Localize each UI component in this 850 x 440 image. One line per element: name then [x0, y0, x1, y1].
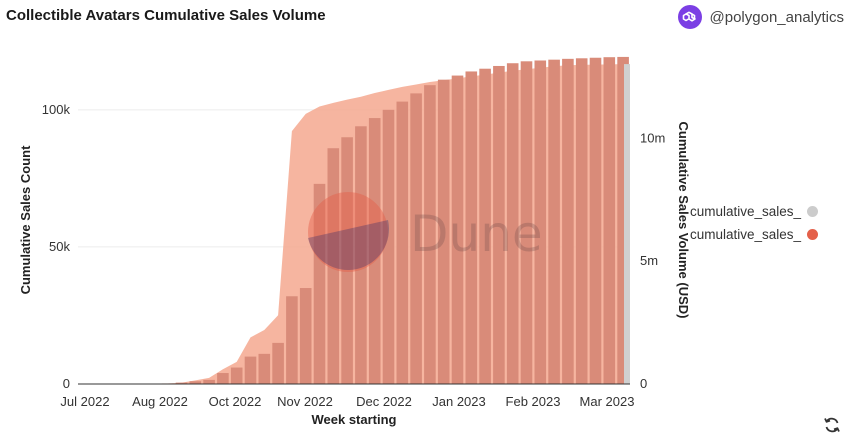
- volume-area: [78, 64, 630, 385]
- x-axis-title: Week starting: [311, 412, 396, 427]
- x-tick-label: Mar 2023: [580, 394, 635, 409]
- count-bar: [589, 57, 602, 384]
- y-left-tick-label: 100k: [42, 102, 71, 117]
- y-right-tick-label: 0: [640, 376, 647, 391]
- count-bar-series: [161, 56, 630, 385]
- y-left-tick-label: 50k: [49, 239, 70, 254]
- count-bar: [230, 367, 243, 384]
- count-bar: [493, 65, 505, 384]
- x-tick-label: Feb 2023: [506, 394, 561, 409]
- count-bar: [617, 56, 629, 385]
- legend-label-1: cumulative_sales_: [690, 204, 802, 219]
- y-axis-right-title: Cumulative Sales Volume (USD): [676, 122, 691, 319]
- count-bar: [396, 101, 409, 384]
- count-bar: [465, 71, 478, 384]
- x-tick-label: Jan 2023: [432, 394, 486, 409]
- axes: 0 50k 100k 0 5m 10m Jul 2022 Aug 2022 Oct 2022 No…: [42, 102, 666, 409]
- legend-marker-red: [807, 229, 819, 240]
- count-bar: [534, 60, 547, 384]
- count-bar: [424, 85, 436, 385]
- count-bar: [341, 137, 353, 384]
- count-bar: [272, 342, 284, 384]
- x-tick-label: Jul 2022: [60, 394, 109, 409]
- count-bar: [562, 58, 574, 385]
- count-bar: [175, 382, 188, 384]
- count-bar: [313, 183, 326, 384]
- count-bar: [520, 61, 533, 384]
- count-bar: [479, 68, 491, 384]
- count-bar: [327, 148, 340, 384]
- count-bar: [286, 296, 298, 384]
- y-right-tick-label: 5m: [640, 253, 658, 268]
- count-bar: [410, 93, 422, 384]
- count-bar: [355, 126, 367, 385]
- polygon-logo-icon: [677, 5, 702, 29]
- brand-handle[interactable]: @polygon_analytics: [709, 8, 844, 26]
- legend-item-2[interactable]: cumulative_sales_: [690, 223, 819, 246]
- count-bar: [244, 356, 257, 384]
- gray-series-edge: [624, 64, 630, 385]
- x-tick-label: Oct 2022: [209, 394, 262, 409]
- legend-marker-gray: [807, 206, 819, 217]
- count-bar: [506, 63, 519, 384]
- watermark-text: Dune: [410, 205, 543, 263]
- count-bar: [217, 373, 229, 384]
- legend: cumulative_sales_ cumulative_sales_: [690, 200, 819, 246]
- count-bar: [575, 58, 588, 384]
- count-bar: [189, 381, 202, 384]
- y-left-tick-label: 0: [63, 376, 70, 391]
- count-bar: [382, 109, 395, 384]
- count-bar: [299, 288, 312, 384]
- x-tick-label: Aug 2022: [132, 394, 188, 409]
- count-bar: [203, 379, 215, 384]
- x-tick-label: Nov 2022: [277, 394, 333, 409]
- legend-item-1[interactable]: cumulative_sales_: [690, 200, 819, 223]
- dune-watermark: Dune: [308, 192, 543, 272]
- count-bar: [603, 57, 616, 385]
- volume-area-series: [78, 64, 630, 385]
- brand[interactable]: @polygon_analytics: [677, 4, 844, 30]
- y-right-tick-label: 10m: [640, 130, 665, 145]
- count-bar: [548, 59, 560, 385]
- count-bar: [451, 75, 464, 384]
- legend-label-2: cumulative_sales_: [690, 227, 802, 242]
- y-axis-left-title: Cumulative Sales Count: [18, 145, 33, 294]
- count-bar: [368, 118, 381, 384]
- count-bar: [437, 79, 450, 385]
- chart-title: Collectible Avatars Cumulative Sales Vol…: [6, 7, 326, 24]
- refresh-icon[interactable]: [822, 415, 842, 435]
- count-bar: [258, 353, 271, 384]
- x-tick-label: Dec 2022: [356, 394, 412, 409]
